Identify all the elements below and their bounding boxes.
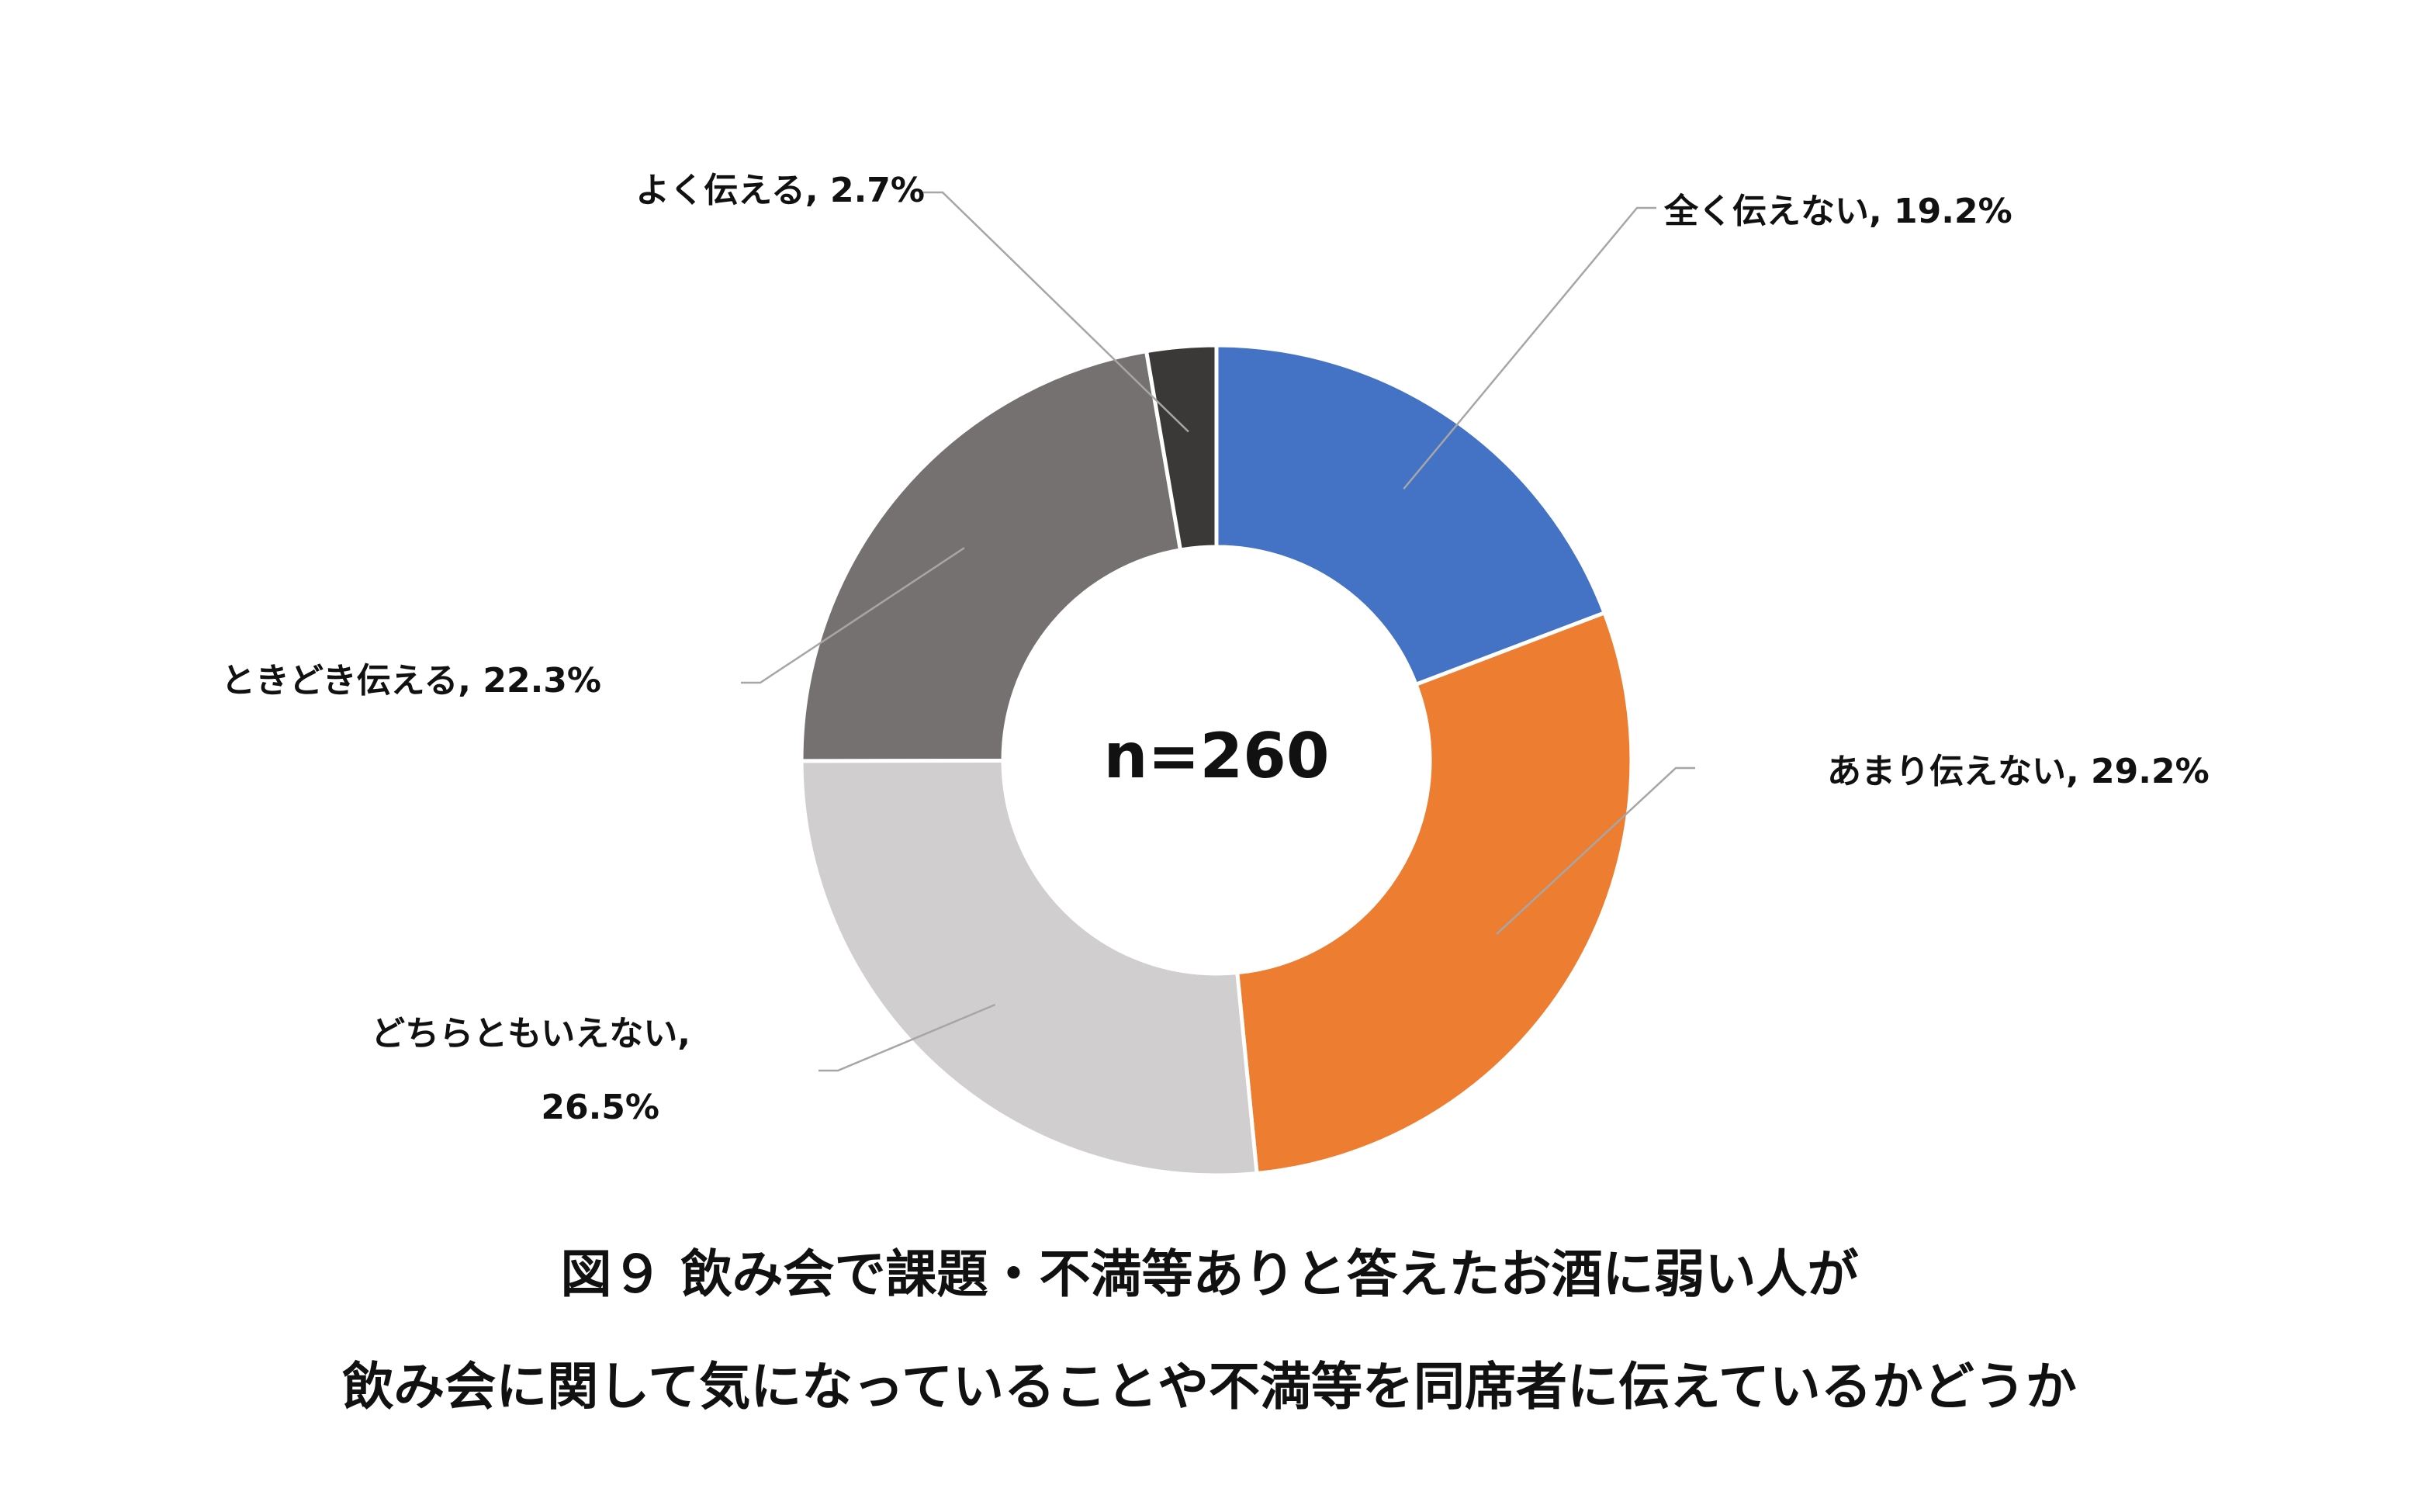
- chart-title-line-2: 飲み会に関して気になっていることや不満等を同席者に伝えているかどうか: [342, 1357, 2076, 1417]
- data-label-5: よく伝える, 2.7%: [635, 171, 925, 210]
- donut-slice-3: [799, 758, 1259, 1178]
- donut-slice-5: [1144, 343, 1219, 552]
- data-label-3-value: 26.5%: [541, 1088, 659, 1127]
- data-label-3: どちらともいえない,: [371, 1014, 690, 1054]
- leader-line-3: [818, 1003, 996, 1072]
- chart-title-line-1: 図９ 飲み会で課題・不満等ありと答えたお酒に弱い人が: [561, 1244, 1859, 1304]
- leader-line-5: [923, 191, 1189, 433]
- data-label-2: あまり伝えない, 29.2%: [1827, 752, 2210, 791]
- donut-slice-2: [1235, 610, 1634, 1176]
- donut-slice-4: [799, 348, 1183, 763]
- leader-line-4: [741, 547, 965, 684]
- leader-lines: [741, 191, 1695, 1072]
- data-label-1: 全く伝えない, 19.2%: [1663, 192, 2012, 231]
- data-label-4: ときどき伝える, 22.3%: [221, 661, 601, 701]
- sample-size-label: n=260: [1104, 720, 1330, 792]
- data-labels: 全く伝えない, 19.2% あまり伝えない, 29.2% どちらともいえない, 26.…: [221, 171, 2210, 1127]
- leader-line-2: [1496, 766, 1695, 935]
- leader-line-1: [1403, 206, 1656, 490]
- donut-slice-1: [1214, 343, 1607, 687]
- donut-slices: [799, 343, 1634, 1178]
